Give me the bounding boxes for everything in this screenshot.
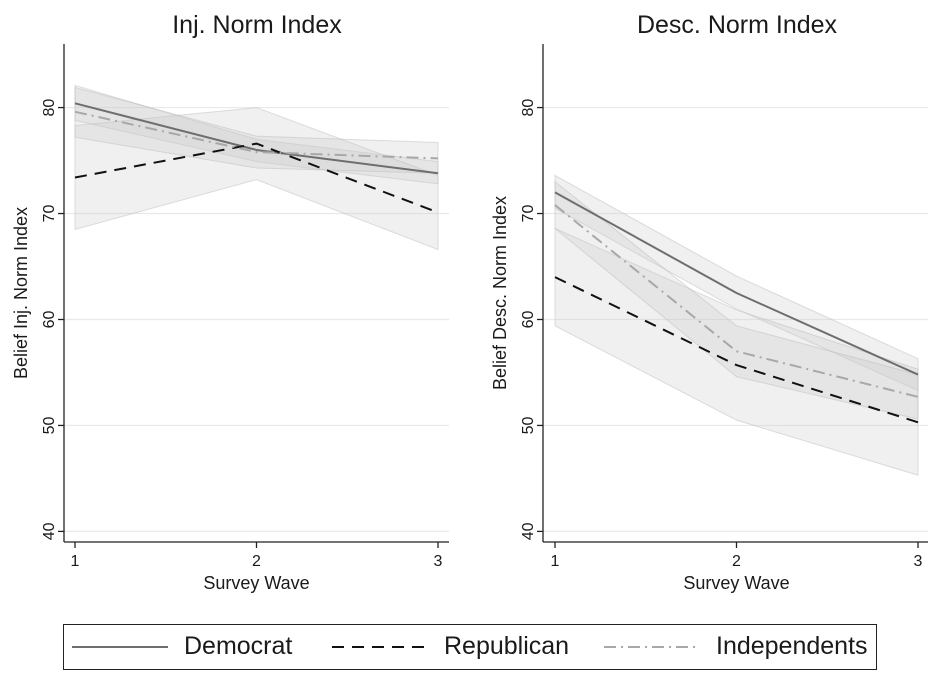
legend-label-democrat: Democrat <box>184 632 293 660</box>
legend-label-independents: Independents <box>716 632 868 660</box>
panel-2-ytick-label-40: 40 <box>520 522 537 540</box>
panel-2-line-republican <box>554 276 919 424</box>
panel-1-title: Inj. Norm Index <box>172 11 342 39</box>
panel-2-x-axis-label: Survey Wave <box>683 573 789 593</box>
legend-label-republican: Republican <box>444 632 570 660</box>
legend-item-democrat: Democrat <box>72 625 292 668</box>
panel-1-group: 40 50 60 70 80 1 2 3 Inj. Norm Index Survey Wave B… <box>11 11 449 593</box>
panel-2-ytick-label-50: 50 <box>520 416 537 434</box>
chart-svg: 40 50 60 70 80 1 2 3 Inj. Norm Index Survey Wave B… <box>11 11 928 593</box>
legend-item-republican: Republican <box>332 625 569 668</box>
panel-1-ytick-label-70: 70 <box>41 205 58 223</box>
panel-1-ytick-label-80: 80 <box>41 99 58 117</box>
panel-1-ytick-label-40: 40 <box>41 522 58 540</box>
panel-1-xtick-label-3: 3 <box>434 553 443 570</box>
panel-2-xtick-label-3: 3 <box>914 553 923 570</box>
panel-2-y-axis-label: Belief Desc. Norm Index <box>490 196 510 390</box>
legend-swatch-republican <box>332 645 428 648</box>
panel-1-ci-band-republican <box>74 107 439 251</box>
legend-item-independents: Independents <box>604 625 868 668</box>
panel-2-title: Desc. Norm Index <box>637 11 838 39</box>
legend: Democrat Republican Independents <box>63 624 877 670</box>
panel-2-xtick-label-1: 1 <box>551 553 560 570</box>
panel-2-ytick-label-60: 60 <box>520 310 537 328</box>
panel-2-ytick-label-80: 80 <box>520 99 537 117</box>
panel-2-xtick-label-2: 2 <box>732 553 741 570</box>
panel-1-y-axis-label: Belief Inj. Norm Index <box>11 207 31 379</box>
panel-2-ci-band-independents <box>554 180 919 420</box>
panel-2-group: 40 50 60 70 80 1 2 3 Desc. Norm Index Survey Wave… <box>490 11 928 593</box>
panel-2-line-independents <box>554 204 919 398</box>
panel-1-ytick-label-60: 60 <box>41 310 58 328</box>
panel-1-ytick-label-50: 50 <box>41 416 58 434</box>
legend-swatch-democrat <box>72 645 168 648</box>
panel-1-line-republican <box>74 142 439 214</box>
panel-1-line-democrat <box>74 102 439 175</box>
legend-swatch-independents <box>604 645 700 648</box>
panel-1-xtick-label-2: 2 <box>252 553 261 570</box>
panel-2-ytick-label-70: 70 <box>520 205 537 223</box>
panel-1-line-independents <box>74 110 439 160</box>
panel-1-x-axis-label: Survey Wave <box>203 573 309 593</box>
panel-1-xtick-label-1: 1 <box>71 553 80 570</box>
panel-2-line-democrat <box>554 191 919 376</box>
